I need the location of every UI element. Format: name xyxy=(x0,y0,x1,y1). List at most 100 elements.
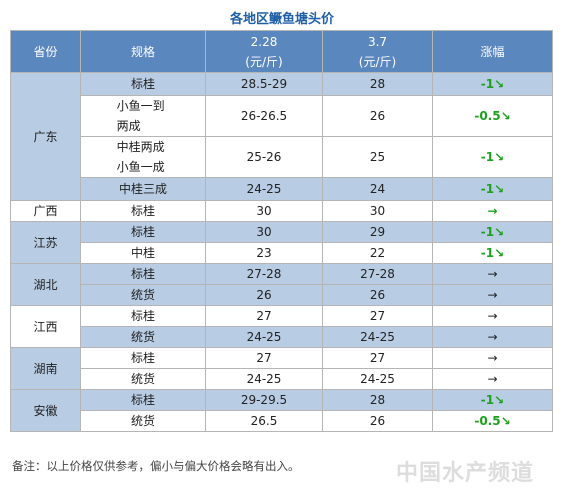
cell-text: 28.5-29 xyxy=(240,77,288,91)
change-cell: -1↘ xyxy=(432,72,553,96)
header-row: 省份 规格 2.28 (元/斤) 3.7 (元/斤) 涨幅 xyxy=(10,30,553,73)
cell-text: -1↘ xyxy=(480,246,505,260)
spec-cell: 中桂 xyxy=(80,242,206,264)
spec-cell: 统货 xyxy=(80,410,206,432)
price-cell: 27 xyxy=(322,305,433,327)
cell-text: 30 xyxy=(256,204,272,218)
spec-cell: 中桂三成 xyxy=(80,177,206,201)
price-cell: 23 xyxy=(205,242,323,264)
header-text: (元/斤) xyxy=(245,54,283,69)
price-cell: 28.5-29 xyxy=(205,72,323,96)
cell-text: -1↘ xyxy=(480,150,505,164)
table-row: 广西 标桂 30 30 → xyxy=(10,200,553,222)
header-cell: 3.7 (元/斤) xyxy=(322,30,433,73)
spec-cell: 标桂 xyxy=(80,347,206,369)
price-table: 省份 规格 2.28 (元/斤) 3.7 (元/斤) 涨幅 广东 标桂 28.5-29 2… xyxy=(10,30,553,432)
table-row: 小鱼一到两成 26-26.5 26 -0.5↘ xyxy=(11,95,553,137)
cell-text: 标桂 xyxy=(130,77,155,91)
spec-cell: 标桂 xyxy=(80,389,206,411)
price-cell: 24-25 xyxy=(205,326,323,348)
spec-cell: 统货 xyxy=(80,326,206,348)
table-row: 统货 24-25 24-25 → xyxy=(11,368,553,390)
cell-text: -1↘ xyxy=(480,225,505,239)
spec-cell: 小鱼一到两成 xyxy=(80,95,206,137)
province-cell: 江苏 xyxy=(10,221,81,264)
price-cell: 27 xyxy=(322,347,433,369)
price-cell: 30 xyxy=(205,200,323,222)
cell-text: → xyxy=(487,204,498,218)
change-cell: → xyxy=(432,263,553,285)
cell-text: 统货 xyxy=(130,372,155,386)
table-row: 安徽 标桂 29-29.5 28 -1↘ xyxy=(10,389,553,432)
change-cell: → xyxy=(432,368,553,390)
cell-text: -1↘ xyxy=(480,182,505,196)
header-cell: 规格 xyxy=(80,30,206,73)
cell-text: 统货 xyxy=(130,288,155,302)
price-cell: 30 xyxy=(205,221,323,243)
price-cell: 27 xyxy=(205,305,323,327)
cell-text: -1↘ xyxy=(480,77,505,91)
price-cell: 27-28 xyxy=(205,263,323,285)
spec-cell: 统货 xyxy=(80,368,206,390)
cell-text: 27-28 xyxy=(246,267,282,281)
cell-text: 统货 xyxy=(130,414,155,428)
cell-text: 24 xyxy=(369,182,386,196)
cell-text: → xyxy=(487,351,498,365)
cell-text: 统货 xyxy=(130,330,155,344)
price-cell: 26 xyxy=(322,284,433,306)
cell-text: -1↘ xyxy=(480,393,505,407)
watermark: 中国水产频道 xyxy=(395,461,534,486)
province-cell: 广西 xyxy=(10,200,81,222)
cell-text: 26 xyxy=(369,288,386,302)
title: 各地区鳜鱼塘头价 xyxy=(229,12,334,27)
spec-cell: 标桂 xyxy=(80,305,206,327)
cell-text: → xyxy=(487,309,498,323)
price-cell: 29-29.5 xyxy=(205,389,323,411)
cell-text: 23 xyxy=(256,246,272,260)
table-row: 统货 26 26 → xyxy=(11,284,553,306)
table-row: 江西 标桂 27 27 → xyxy=(10,305,553,348)
price-cell: 24-25 xyxy=(205,177,323,201)
change-cell: → xyxy=(432,305,553,327)
change-cell: → xyxy=(432,326,553,348)
header-cell: 省份 xyxy=(10,30,81,73)
cell-text: 标桂 xyxy=(130,204,155,218)
spec-cell: 标桂 xyxy=(80,263,206,285)
province-cell: 广东 xyxy=(10,72,81,201)
cell-text: 27 xyxy=(256,309,272,323)
table-row: 统货 24-25 24-25 → xyxy=(11,326,553,348)
spec-cell: 标桂 xyxy=(80,221,206,243)
cell-text: → xyxy=(487,288,498,302)
cell-text: 29-29.5 xyxy=(240,393,288,407)
change-cell: → xyxy=(432,284,553,306)
table-row: 中桂两成小鱼一成 25-26 25 -1↘ xyxy=(11,136,553,178)
cell-text: 25 xyxy=(369,150,386,164)
table-row: 统货 26.5 26 -0.5↘ xyxy=(11,410,553,432)
price-cell: 26 xyxy=(322,95,433,137)
price-cell: 24-25 xyxy=(205,368,323,390)
table-row: 中桂 23 22 -1↘ xyxy=(11,242,553,264)
header-text: (元/斤) xyxy=(358,54,397,69)
note: 备注：以上价格仅供参考，偏小与偏大价格会略有出入。 xyxy=(12,459,300,473)
cell-text: 26 xyxy=(369,414,386,428)
price-cell: 24-25 xyxy=(322,368,433,390)
change-cell: -1↘ xyxy=(432,221,553,243)
spec-cell: 统货 xyxy=(80,284,206,306)
cell-text: 27 xyxy=(256,351,272,365)
change-cell: -1↘ xyxy=(432,177,553,201)
cell-text: 26-26.5 xyxy=(240,109,288,123)
price-cell: 27-28 xyxy=(322,263,433,285)
table-row: 广东 标桂 28.5-29 28 -1↘ xyxy=(10,72,553,201)
cell-text: 24-25 xyxy=(246,330,282,344)
cell-text: 28 xyxy=(369,393,386,407)
cell-text: -0.5↘ xyxy=(474,109,511,123)
cell-text: 标桂 xyxy=(130,351,155,365)
cell-text: 27 xyxy=(369,351,386,365)
price-cell: 28 xyxy=(322,389,433,411)
spec-cell: 中桂两成小鱼一成 xyxy=(80,136,206,178)
cell-text: 26 xyxy=(369,109,386,123)
table-row: 湖北 标桂 27-28 27-28 → xyxy=(10,263,553,306)
price-cell: 30 xyxy=(322,200,433,222)
cell-text: 28 xyxy=(369,77,386,91)
